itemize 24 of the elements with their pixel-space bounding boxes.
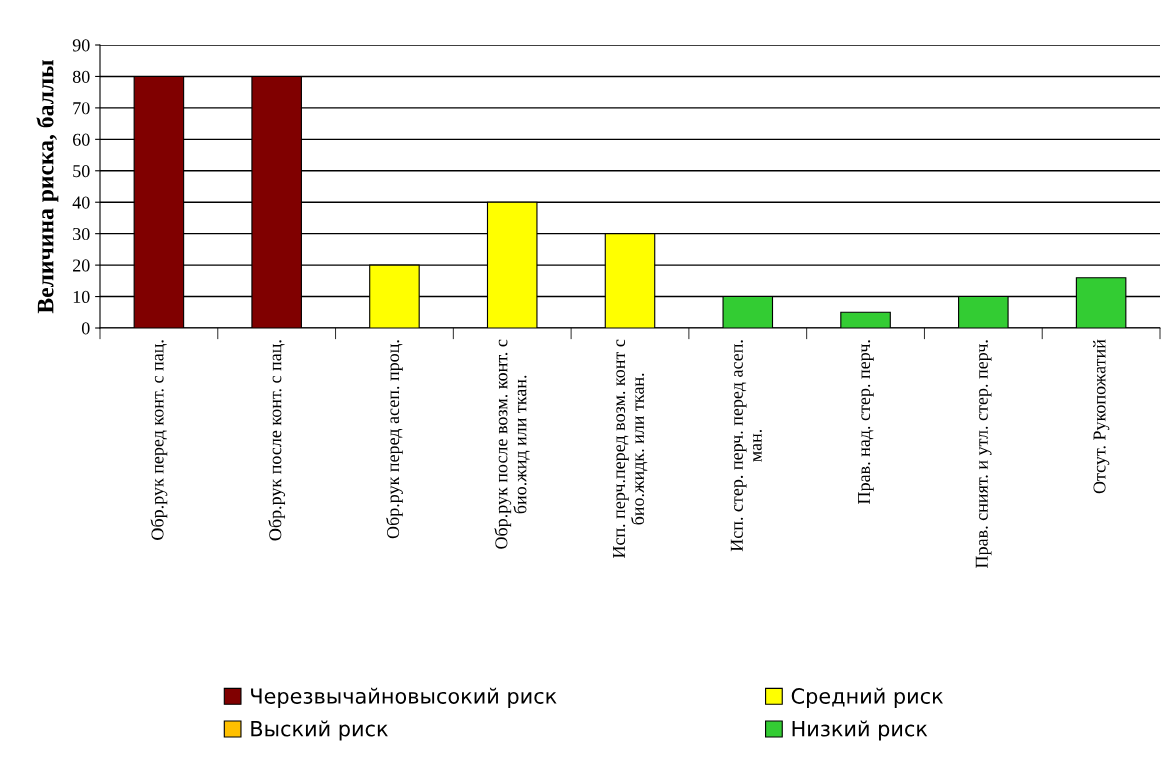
x-tick-label: Обр.рук перед конт. с пац.	[150, 340, 168, 540]
legend-label: Средний риск	[791, 687, 944, 708]
y-tick-label: 10	[73, 290, 90, 303]
y-tick-label: 20	[73, 259, 90, 272]
y-tick-label: 80	[72, 70, 90, 83]
y-tick-label: 90	[72, 39, 90, 52]
x-tick-label: Обр.рук после конт. с пац.	[268, 340, 286, 541]
x-tick-label: Обр.рук после возм. конт. с био.жид или ткан.	[494, 339, 530, 549]
y-tick-label: 40	[72, 196, 90, 209]
x-tick-label: Исп. перч.перед возм. конт с био.жидк. или ткан.	[613, 339, 648, 559]
x-tick-label: Прав. над. стер. перч.	[858, 340, 874, 504]
y-tick-label: 0	[81, 322, 90, 335]
x-tick-label: Отсут. Рукопожатий	[1093, 339, 1110, 494]
legend-label: Низкий риск	[792, 720, 928, 741]
x-tick-label: Исп. стер. перч. перед асеп. ман.	[730, 340, 762, 552]
y-tick-label: 30	[73, 227, 90, 241]
y-tick-label: 60	[73, 133, 90, 146]
x-tick-label: Прав. сният. и утл. стер. перч.	[975, 340, 992, 568]
legend-label: Выский риск	[251, 720, 388, 741]
y-tick-label: 70	[73, 102, 90, 115]
legend-label: Черезвычайновысокий риск	[251, 687, 557, 708]
x-tick-label: Обр.рук перед асеп. проц.	[386, 340, 403, 539]
y-axis-title: Величина риска, баллы	[36, 60, 59, 314]
y-tick-label: 50	[73, 165, 90, 178]
